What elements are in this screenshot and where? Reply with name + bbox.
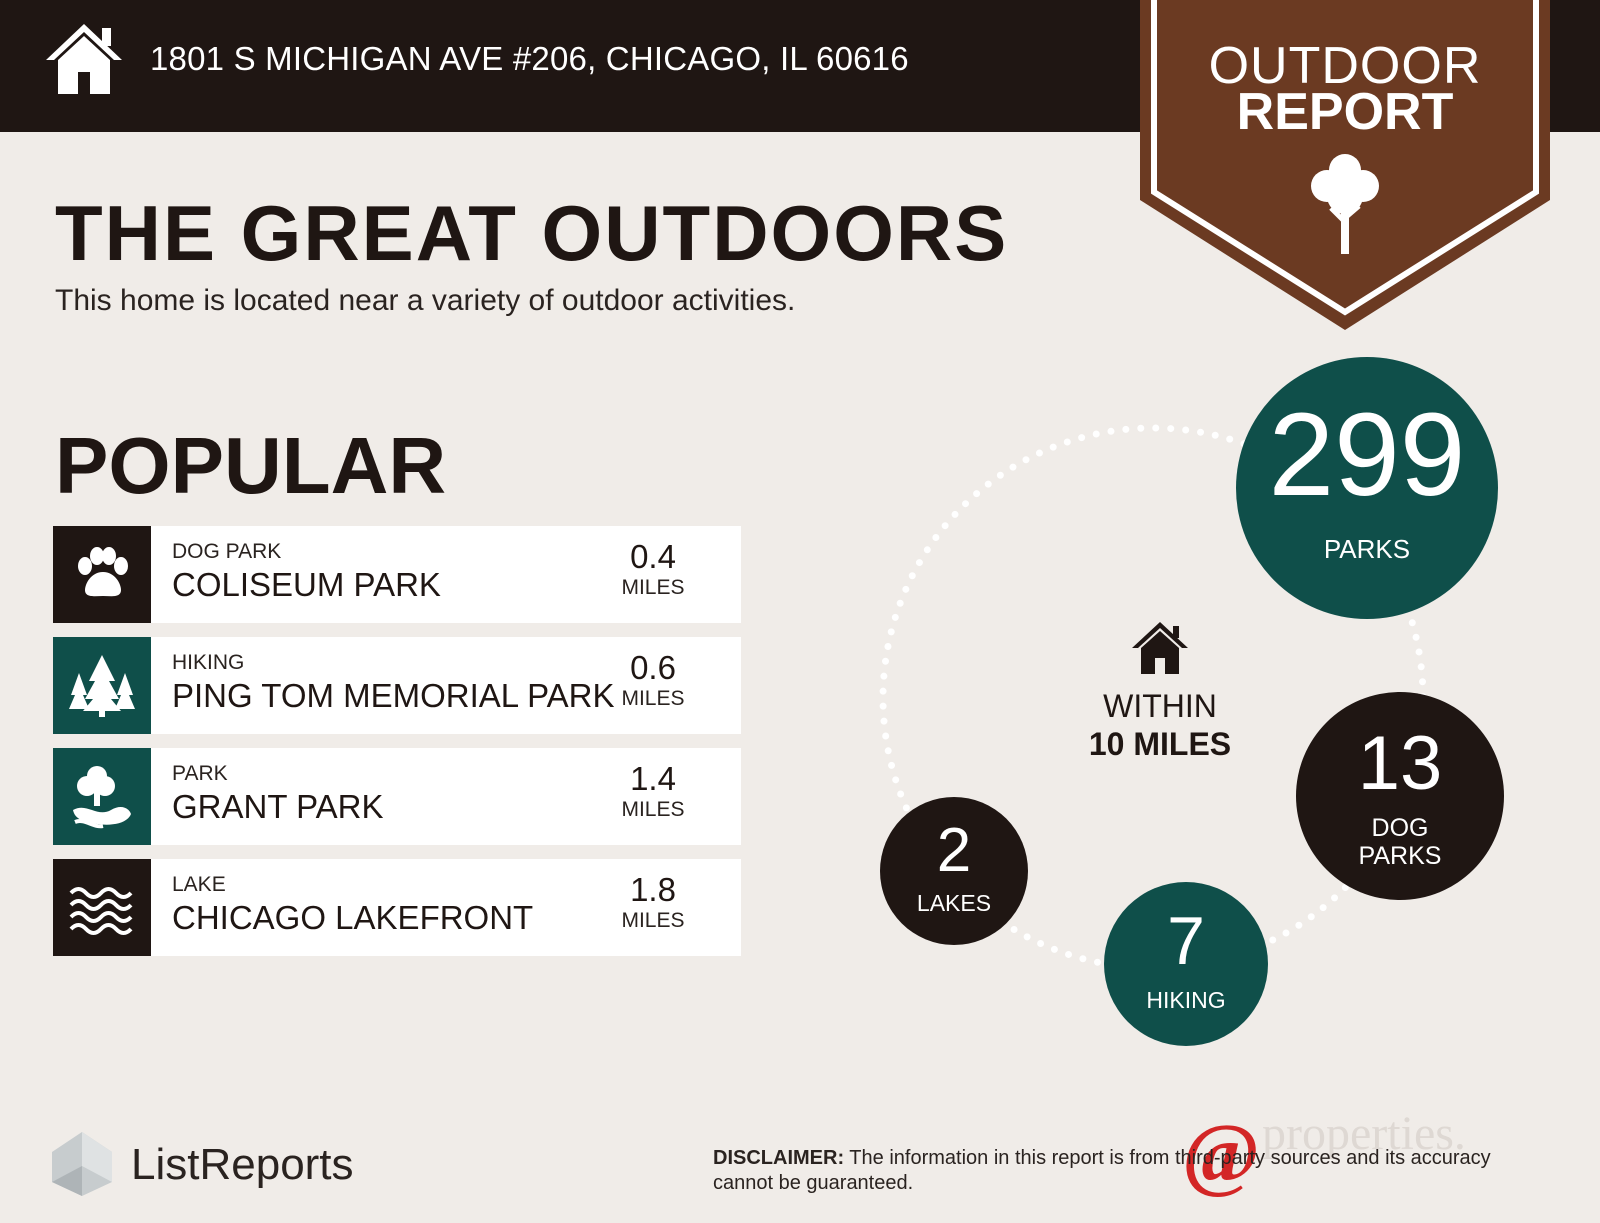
disclaimer-text: The information in this report is from t…: [713, 1147, 1491, 1194]
item-distance-unit: MILES: [621, 798, 685, 821]
popular-heading: POPULAR: [55, 421, 447, 510]
partner-logo-at: @: [1182, 1107, 1261, 1200]
item-distance-unit: MILES: [621, 909, 685, 932]
icon-box: [53, 526, 151, 623]
lakes-count: 2: [936, 816, 972, 885]
item-name: CHICAGO LAKEFRONT: [172, 899, 534, 936]
list-item: PARK GRANT PARK 1.4 MILES: [53, 748, 741, 845]
item-category: DOG PARK: [172, 540, 282, 563]
item-distance-unit: MILES: [621, 576, 685, 599]
dog-parks-label-line1: DOG: [1371, 814, 1429, 842]
address-text: 1801 S MICHIGAN AVE #206, CHICAGO, IL 60…: [150, 40, 909, 77]
item-distance: 0.4: [630, 538, 676, 575]
within-label: WITHIN: [1103, 688, 1217, 724]
dog-parks-count: 13: [1357, 721, 1443, 806]
brand-name: ListReports: [131, 1140, 354, 1189]
within-distance: 10 MILES: [1088, 726, 1232, 762]
icon-box: [53, 859, 151, 956]
hiking-count-circle: 7 HIKING: [1104, 882, 1268, 1046]
icon-box: [53, 748, 151, 845]
badge-title-line1: OUTDOOR: [1208, 37, 1482, 95]
item-distance: 1.4: [630, 760, 676, 797]
partner-logo-word: properties.: [1262, 1107, 1466, 1160]
hiking-label: HIKING: [1146, 987, 1226, 1013]
item-name: COLISEUM PARK: [172, 566, 441, 603]
item-name: PING TOM MEMORIAL PARK: [172, 677, 615, 714]
paw-icon: [78, 547, 128, 597]
list-item: HIKING PING TOM MEMORIAL PARK 0.6 MILES: [53, 637, 741, 734]
item-category: LAKE: [172, 873, 226, 896]
disclaimer: DISCLAIMER: The information in this repo…: [713, 1146, 1543, 1196]
listreports-logo-icon: [52, 1132, 112, 1196]
home-icon: [46, 24, 122, 94]
home-icon: [1132, 622, 1188, 674]
waves-icon: [69, 887, 133, 935]
parks-label: PARKS: [1323, 534, 1411, 564]
page-subtitle: This home is located near a variety of o…: [55, 284, 796, 317]
list-item: LAKE CHICAGO LAKEFRONT 1.8 MILES: [53, 859, 741, 956]
pine-trees-icon: [69, 655, 135, 717]
disclaimer-label: DISCLAIMER:: [713, 1147, 845, 1169]
lakes-count-circle: 2 LAKES: [880, 797, 1028, 945]
dog-parks-count-circle: 13 DOG PARKS: [1296, 692, 1504, 900]
icon-box: [53, 637, 151, 734]
item-distance: 0.6: [630, 649, 676, 686]
parks-count-circle: 299 PARKS: [1236, 357, 1498, 619]
park-tree-icon: [73, 766, 131, 829]
list-item: DOG PARK COLISEUM PARK 0.4 MILES: [53, 526, 741, 623]
hiking-count: 7: [1167, 903, 1205, 979]
lakes-label: LAKES: [916, 890, 992, 916]
item-category: PARK: [172, 762, 228, 785]
item-category: HIKING: [172, 651, 245, 674]
page-title: THE GREAT OUTDOORS: [55, 189, 1009, 277]
item-name: GRANT PARK: [172, 788, 384, 825]
parks-count: 299: [1268, 389, 1466, 521]
tree-icon: [1311, 154, 1379, 254]
badge-title-line2: REPORT: [1236, 83, 1454, 141]
item-distance: 1.8: [630, 871, 676, 908]
dog-parks-label-line2: PARKS: [1358, 842, 1442, 870]
item-distance-unit: MILES: [621, 687, 685, 710]
